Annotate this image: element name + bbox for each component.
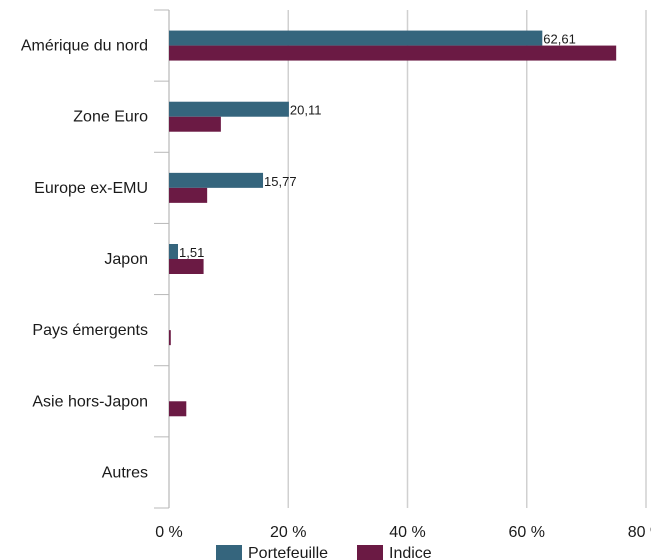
legend-swatch: [357, 545, 383, 560]
bar-indice: [169, 116, 221, 132]
bar-portefeuille: [169, 244, 179, 259]
x-tick-label: 0 %: [155, 524, 183, 541]
bar-portefeuille: [169, 30, 543, 46]
bars: 62,61 20,11 15,77 1,51: [169, 30, 617, 417]
x-tick-label: 80 %: [628, 524, 651, 541]
data-label: 1,51: [179, 245, 204, 260]
legend-label: Portefeuille: [248, 545, 328, 560]
gridlines: [287, 10, 647, 508]
x-tick-labels: 0 % 20 % 40 % 60 % 80 %: [155, 524, 651, 541]
category-label: Europe ex-EMU: [34, 180, 148, 197]
legend: Portefeuille Indice: [216, 545, 432, 560]
bar-indice: [169, 259, 204, 274]
x-tick-label: 20 %: [270, 524, 306, 541]
category-label: Zone Euro: [73, 109, 148, 126]
category-label: Autres: [102, 464, 148, 481]
bar-portefeuille: [169, 172, 264, 188]
bar-indice: [169, 187, 208, 203]
legend-swatch: [216, 545, 242, 560]
bar-indice: [169, 401, 187, 417]
bar-indice: [169, 330, 171, 346]
data-label: 62,61: [543, 32, 576, 47]
legend-label: Indice: [389, 545, 432, 560]
data-label: 20,11: [290, 103, 322, 118]
category-label: Japon: [104, 251, 148, 268]
category-label: Asie hors-Japon: [32, 393, 148, 410]
category-labels: Amérique du nord Zone Euro Europe ex-EMU Ja…: [21, 38, 148, 482]
x-tick-label: 40 %: [389, 524, 425, 541]
x-tick-label: 60 %: [509, 524, 545, 541]
category-label: Amérique du nord: [21, 38, 148, 55]
bar-indice: [169, 45, 617, 61]
category-label: Pays émergents: [32, 322, 148, 339]
bar-portefeuille: [169, 101, 289, 117]
category-axis: [154, 9, 170, 509]
data-label: 15,77: [264, 174, 297, 189]
